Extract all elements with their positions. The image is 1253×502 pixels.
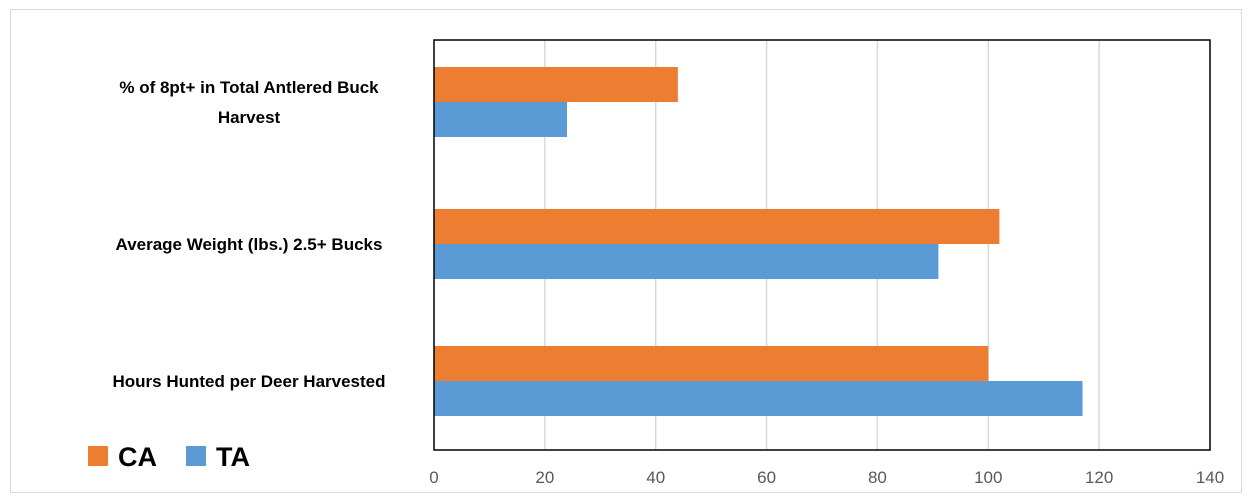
bar-ta: [434, 102, 567, 137]
legend-swatch-ca: [88, 446, 108, 466]
bar-ta: [434, 244, 938, 279]
x-tick-label: 20: [535, 468, 554, 487]
x-tick-label: 40: [646, 468, 665, 487]
category-label: Hours Hunted per Deer Harvested: [112, 372, 385, 391]
legend-swatch-ta: [186, 446, 206, 466]
x-tick-label: 60: [757, 468, 776, 487]
legend-label-ta: TA: [216, 442, 250, 472]
legend: CA TA: [88, 442, 250, 472]
bar-ca: [434, 67, 678, 102]
category-label: % of 8pt+ in Total Antlered Buck: [119, 78, 379, 97]
bar-ca: [434, 346, 988, 381]
x-tick-label: 140: [1196, 468, 1224, 487]
bar-ca: [434, 209, 999, 244]
x-axis-tick-labels: 0 20 40 60 80 100 120 140: [429, 468, 1224, 487]
category-label: Average Weight (lbs.) 2.5+ Bucks: [116, 235, 383, 254]
x-tick-label: 100: [974, 468, 1002, 487]
category-labels: % of 8pt+ in Total Antlered Buck Harvest A…: [112, 78, 385, 391]
legend-label-ca: CA: [118, 442, 157, 472]
x-tick-label: 120: [1085, 468, 1113, 487]
category-label: Harvest: [218, 108, 281, 127]
bar-ta: [434, 381, 1083, 416]
x-tick-label: 0: [429, 468, 438, 487]
x-tick-label: 80: [868, 468, 887, 487]
bars: [434, 67, 1083, 416]
